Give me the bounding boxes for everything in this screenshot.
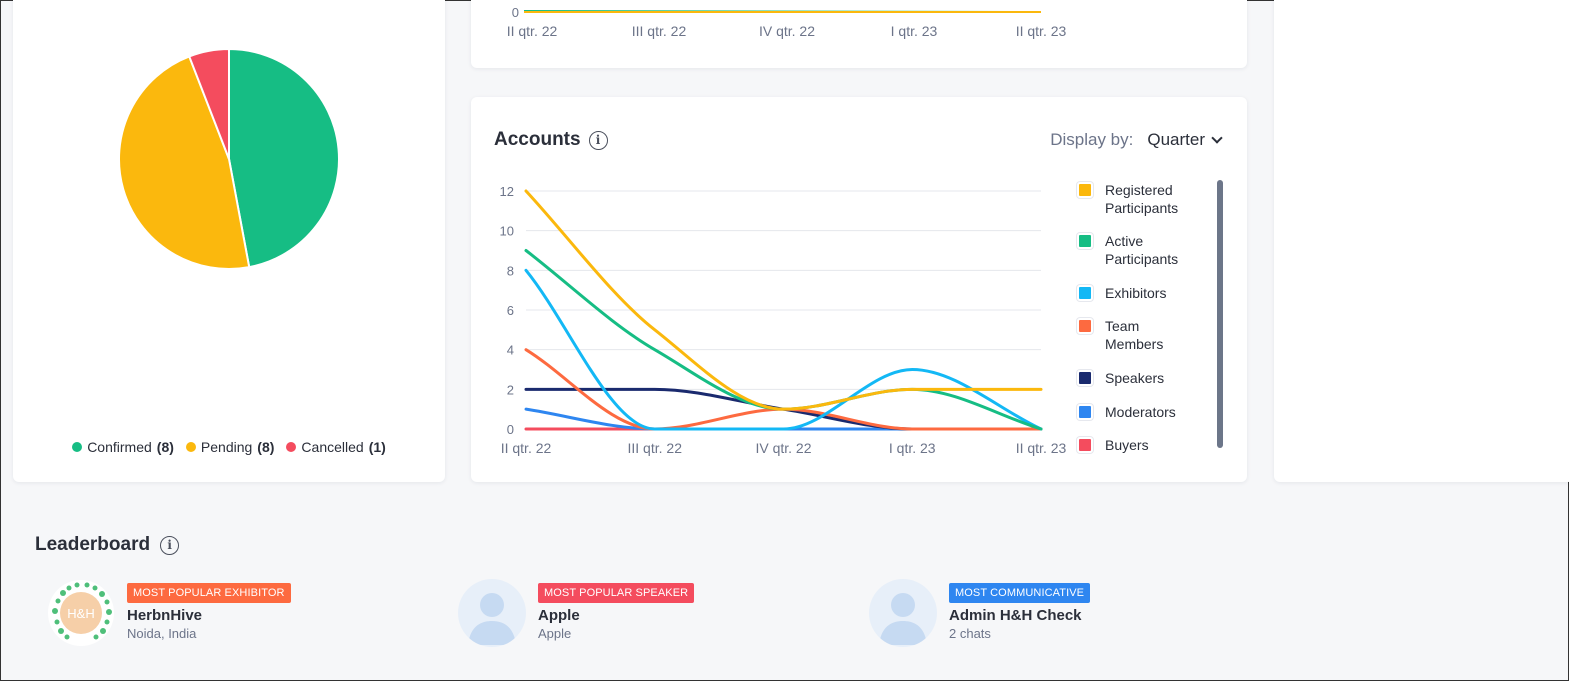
accounts-title: Accounts i: [494, 129, 608, 151]
user-placeholder-icon: [869, 579, 937, 647]
legend-label: Active Participants: [1105, 233, 1179, 267]
y-tick-label: 6: [507, 303, 514, 318]
legend-item-registered-participants[interactable]: Registered Participants: [1077, 181, 1207, 217]
top-chart: 0 II qtr. 22 III qtr. 22 IV qtr. 22 I qt…: [507, 5, 1067, 39]
status-badge: Most popular exhibitor: [127, 583, 291, 603]
pie-legend: Confirmed (8) Pending (8) Cancelled (1): [13, 439, 445, 455]
chevron-down-icon: [1211, 132, 1223, 144]
leaderboard-entry-speaker[interactable]: Most popular speaker Apple Apple: [458, 579, 695, 649]
x-tick-label: II qtr. 22: [501, 440, 552, 456]
x-tick-label: IV qtr. 22: [759, 23, 815, 39]
legend-item-moderators[interactable]: Moderators: [1077, 403, 1207, 421]
x-tick-label: III qtr. 22: [632, 23, 687, 39]
leaderboard-entry-communicative[interactable]: Most communicative Admin H&H Check 2 cha…: [869, 579, 1091, 649]
legend-label: Buyers: [1105, 437, 1149, 453]
x-tick-label: I qtr. 23: [889, 440, 936, 456]
series-line-active-participants[interactable]: [524, 249, 1043, 431]
display-by-dropdown[interactable]: Quarter: [1147, 130, 1223, 150]
x-tick-label: II qtr. 22: [507, 23, 558, 39]
cancelled-dot-icon: [286, 442, 297, 452]
legend-label: Cancelled: [301, 439, 364, 455]
legend-swatch-icon: [1077, 437, 1093, 453]
info-icon[interactable]: i: [588, 130, 608, 150]
y-tick-label: 0: [512, 5, 519, 20]
legend-swatch-icon: [1077, 318, 1093, 334]
legend-count: (8): [156, 439, 174, 455]
side-card: [1274, 0, 1569, 482]
entry-name[interactable]: HerbnHive: [127, 607, 203, 624]
pending-dot-icon: [185, 442, 196, 452]
legend-label: Team Members: [1105, 318, 1164, 352]
legend-label: Registered Participants: [1105, 182, 1179, 216]
y-tick-label: 10: [500, 224, 514, 239]
legend-label: Speakers: [1105, 370, 1165, 386]
user-placeholder-icon: [458, 579, 526, 647]
leaderboard-title-text: Leaderboard: [35, 534, 151, 555]
confirmed-dot-icon: [72, 442, 83, 452]
status-badge: Most communicative: [949, 583, 1091, 603]
pie-slice-confirmed[interactable]: [228, 47, 340, 269]
x-tick-label: IV qtr. 22: [755, 440, 811, 456]
pie-slice-cancelled[interactable]: [187, 47, 230, 160]
display-by-label: Display by:: [1050, 130, 1134, 149]
series-line-registered-participants[interactable]: [524, 189, 1043, 411]
legend-count: (8): [257, 439, 275, 455]
series-line-moderators[interactable]: [524, 407, 1043, 431]
legend-scrollbar[interactable]: [1217, 180, 1223, 448]
legend-cancelled[interactable]: Cancelled (1): [286, 439, 386, 455]
x-tick-label: II qtr. 23: [1016, 440, 1067, 456]
entry-subtitle: Apple: [538, 626, 572, 641]
legend-label: Exhibitors: [1105, 285, 1167, 301]
x-tick-label: II qtr. 23: [1016, 23, 1067, 39]
leaderboard-entry-exhibitor[interactable]: H&H Most popular exhibitor HerbnHive Noi…: [47, 579, 291, 649]
x-tick-label: I qtr. 23: [891, 23, 938, 39]
display-by-control: Display by: Quarter: [1050, 130, 1223, 150]
x-tick-label: III qtr. 22: [628, 440, 683, 456]
leaderboard-title: Leaderboard i: [35, 534, 180, 556]
entry-subtitle: 2 chats: [949, 626, 991, 641]
accounts-line-chart: 0 2 4 6 8 10 12 II qtr. 22 III qtr. 22 IV qtr. 22…: [500, 184, 1067, 456]
legend-item-buyers[interactable]: Buyers: [1077, 436, 1207, 454]
entry-name[interactable]: Apple: [538, 607, 580, 624]
y-tick-label: 8: [507, 263, 514, 278]
legend-count: (1): [368, 439, 386, 455]
y-tick-label: 12: [500, 184, 514, 199]
legend-swatch-icon: [1077, 285, 1093, 301]
status-pie-chart: [118, 47, 340, 270]
accounts-card: Accounts i Display by: Quarter 0 2 4 6 8 10 12…: [471, 97, 1247, 482]
participant-status-card: Confirmed (8) Pending (8) Cancelled (1): [13, 0, 445, 482]
legend-item-team-members[interactable]: Team Members: [1077, 317, 1207, 353]
legend-swatch-icon: [1077, 370, 1093, 386]
y-tick-label: 0: [507, 422, 514, 437]
herbnhive-logo-icon: H&H: [47, 579, 115, 647]
legend-label: Pending: [200, 439, 253, 455]
legend-swatch-icon: [1077, 233, 1093, 249]
logo-text: H&H: [67, 606, 94, 621]
legend-confirmed[interactable]: Confirmed (8): [72, 439, 174, 455]
legend-item-active-participants[interactable]: Active Participants: [1077, 232, 1207, 268]
top-chart-card: 0 II qtr. 22 III qtr. 22 IV qtr. 22 I qt…: [471, 0, 1247, 68]
legend-item-exhibitors[interactable]: Exhibitors: [1077, 284, 1207, 302]
legend-pending[interactable]: Pending (8): [185, 439, 275, 455]
y-tick-label: 4: [507, 343, 514, 358]
series-line-exhibitors[interactable]: [524, 268, 1043, 431]
y-tick-label: 2: [507, 382, 514, 397]
legend-swatch-icon: [1077, 182, 1093, 198]
info-icon[interactable]: i: [160, 535, 180, 555]
legend-swatch-icon: [1077, 404, 1093, 420]
legend-item-speakers[interactable]: Speakers: [1077, 369, 1207, 387]
entry-subtitle: Noida, India: [127, 626, 197, 641]
legend-label: Confirmed: [87, 439, 152, 455]
entry-name[interactable]: Admin H&H Check: [949, 607, 1082, 624]
display-by-value: Quarter: [1147, 130, 1205, 149]
accounts-title-text: Accounts: [494, 129, 581, 150]
legend-label: Moderators: [1105, 404, 1176, 420]
pie-slice-pending[interactable]: [118, 55, 251, 270]
status-badge: Most popular speaker: [538, 583, 695, 603]
